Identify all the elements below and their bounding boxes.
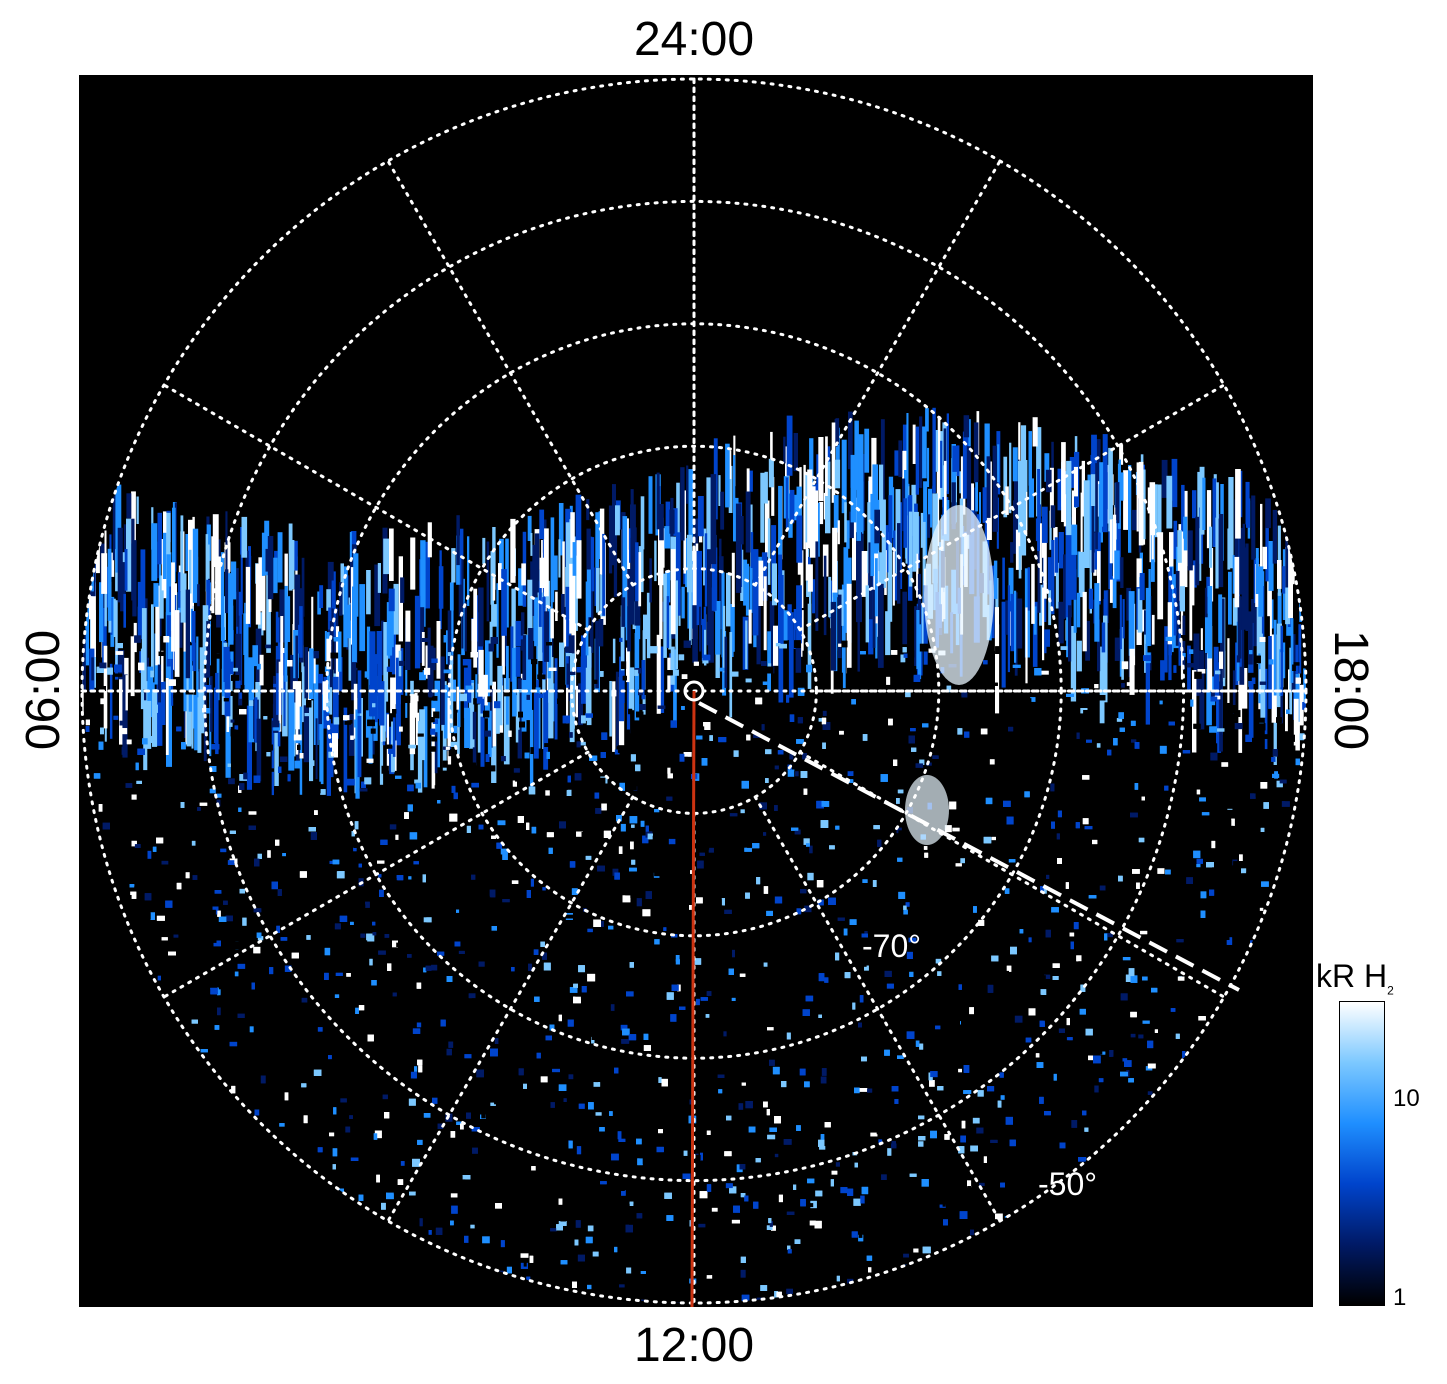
local-time-label-bottom: 12:00 [633, 1319, 755, 1372]
colorbar-unit-subscript: 2 [1387, 983, 1394, 998]
meridian-line [386, 159, 635, 587]
local-time-label-top: 24:00 [633, 13, 755, 66]
local-time-label-left: 06:00 [17, 629, 70, 751]
dashed-reference-line [698, 701, 1240, 992]
latitude-label-inner: -70° [862, 928, 922, 964]
meridian-line [386, 795, 635, 1223]
colorbar-unit: kR H [1316, 958, 1388, 994]
meridian-line [753, 795, 1002, 1223]
noon-meridian-line [690, 690, 696, 1307]
meridian-line [162, 750, 590, 999]
auroral-map [80, 77, 1308, 1307]
colorbar-tick-10: 10 [1393, 1085, 1420, 1112]
meridian-line [798, 383, 1226, 632]
latitude-circle [202, 199, 1186, 1183]
meridian-line [753, 159, 1002, 587]
emission-layer [82, 407, 1306, 1303]
latitude-label-outer: -50° [1038, 1166, 1098, 1202]
colorbar-title: kR H2 [1316, 958, 1394, 997]
pole-marker [683, 680, 705, 702]
meridian-line [162, 383, 590, 632]
colorbar-tick-1: 1 [1393, 1284, 1407, 1311]
polar-projection-image [79, 75, 1313, 1307]
local-time-label-right: 18:00 [1324, 629, 1377, 751]
colorbar [1339, 1001, 1385, 1306]
latitude-circle [80, 77, 1308, 1305]
